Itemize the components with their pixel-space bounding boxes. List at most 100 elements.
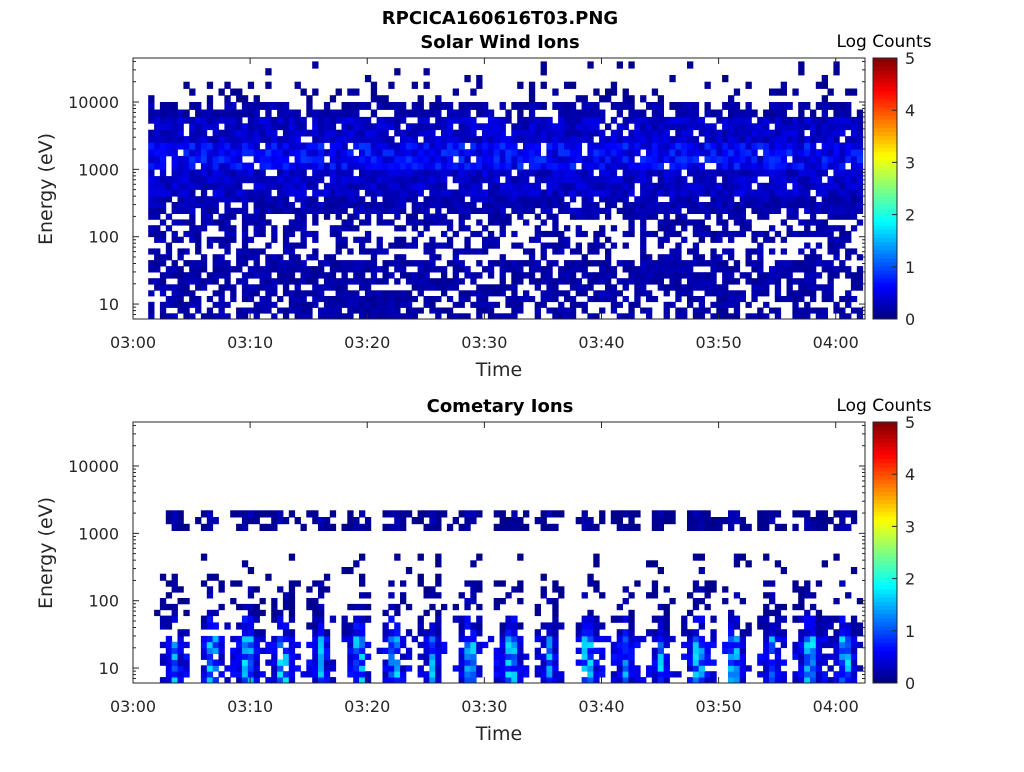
heatmap-cell bbox=[786, 230, 793, 238]
heatmap-cell bbox=[593, 207, 600, 214]
heatmap-cell bbox=[628, 109, 635, 118]
heatmap-cell bbox=[224, 301, 231, 308]
heatmap-cell bbox=[370, 182, 378, 190]
heatmap-cell bbox=[511, 242, 518, 249]
heatmap-cell bbox=[745, 523, 752, 531]
heatmap-cell bbox=[593, 553, 600, 561]
heatmap-cell bbox=[733, 136, 741, 143]
heatmap-cell bbox=[804, 155, 811, 163]
heatmap-cell bbox=[265, 296, 272, 303]
colorbar-segment bbox=[873, 560, 897, 566]
heatmap-cell bbox=[704, 182, 711, 190]
heatmap-cell bbox=[446, 260, 454, 267]
heatmap-cell bbox=[546, 284, 553, 291]
heatmap-cell bbox=[815, 677, 823, 684]
heatmap-cell bbox=[435, 622, 442, 630]
heatmap-cell bbox=[493, 207, 500, 214]
colorbar-segment bbox=[873, 572, 897, 578]
heatmap-cell bbox=[405, 510, 413, 518]
heatmap-cell bbox=[411, 236, 418, 243]
heatmap-cell bbox=[599, 189, 606, 197]
heatmap-cell bbox=[733, 301, 741, 308]
heatmap-cell bbox=[733, 88, 741, 96]
heatmap-cell bbox=[282, 155, 290, 163]
heatmap-cell bbox=[663, 301, 670, 308]
heatmap-cell bbox=[394, 149, 401, 157]
heatmap-cell bbox=[616, 260, 623, 267]
heatmap-cell bbox=[833, 136, 840, 143]
heatmap-cell bbox=[769, 517, 776, 525]
heatmap-cell bbox=[318, 629, 325, 637]
heatmap-cell bbox=[856, 189, 864, 197]
heatmap-cell bbox=[206, 95, 214, 103]
heatmap-cell bbox=[464, 266, 471, 273]
heatmap-cell bbox=[651, 155, 659, 163]
heatmap-cell bbox=[722, 272, 729, 279]
heatmap-cell bbox=[564, 149, 571, 157]
heatmap-cell bbox=[200, 109, 208, 118]
heatmap-cell bbox=[476, 665, 483, 672]
heatmap-cell bbox=[833, 629, 840, 637]
heatmap-cell bbox=[587, 189, 594, 197]
heatmap-cell bbox=[845, 176, 852, 184]
heatmap-cell bbox=[388, 665, 395, 672]
heatmap-cell bbox=[499, 196, 506, 203]
heatmap-cell bbox=[850, 278, 858, 285]
heatmap-cell bbox=[628, 609, 635, 617]
heatmap-cell bbox=[265, 149, 272, 157]
heatmap-cell bbox=[804, 671, 811, 678]
heatmap-cell bbox=[335, 207, 342, 214]
heatmap-cell bbox=[159, 236, 167, 243]
heatmap-cell bbox=[312, 284, 319, 291]
heatmap-cell bbox=[833, 102, 840, 110]
heatmap-cell bbox=[195, 225, 202, 232]
heatmap-cell bbox=[411, 219, 418, 226]
heatmap-cell bbox=[511, 123, 518, 131]
heatmap-cell bbox=[587, 61, 594, 69]
heatmap-cell bbox=[657, 278, 664, 285]
heatmap-cell bbox=[581, 290, 588, 297]
heatmap-cell bbox=[212, 313, 219, 320]
heatmap-cell bbox=[845, 592, 852, 599]
heatmap-cell bbox=[446, 284, 454, 291]
heatmap-cell bbox=[681, 629, 688, 637]
heatmap-cell bbox=[815, 580, 823, 587]
heatmap-cell bbox=[774, 266, 782, 273]
heatmap-cell bbox=[165, 615, 173, 623]
heatmap-cell bbox=[382, 169, 389, 177]
heatmap-cell bbox=[675, 278, 682, 285]
heatmap-cell bbox=[388, 136, 395, 143]
heatmap-cell bbox=[364, 603, 372, 611]
heatmap-cell bbox=[821, 671, 828, 678]
colorbar-segment bbox=[873, 70, 897, 75]
heatmap-cell bbox=[388, 301, 395, 308]
heatmap-cell bbox=[224, 182, 231, 190]
heatmap-cell bbox=[159, 219, 167, 226]
heatmap-cell bbox=[400, 136, 407, 143]
heatmap-cell bbox=[552, 296, 559, 303]
heatmap-cell bbox=[417, 553, 424, 561]
heatmap-cell bbox=[376, 313, 383, 320]
heatmap-cell bbox=[329, 123, 337, 131]
heatmap-cell bbox=[552, 641, 559, 649]
heatmap-cell bbox=[159, 109, 167, 118]
heatmap-cell bbox=[810, 622, 817, 630]
heatmap-cell bbox=[804, 219, 811, 226]
heatmap-cell bbox=[435, 213, 442, 220]
heatmap-cell bbox=[329, 307, 337, 314]
heatmap-cell bbox=[739, 290, 746, 297]
heatmap-cell bbox=[692, 123, 700, 131]
heatmap-cell bbox=[247, 615, 255, 623]
heatmap-cell bbox=[704, 278, 711, 285]
heatmap-cell bbox=[370, 162, 378, 170]
heatmap-cell bbox=[540, 586, 547, 593]
heatmap-cell bbox=[722, 230, 729, 238]
heatmap-cell bbox=[552, 142, 559, 150]
heatmap-cell bbox=[681, 109, 688, 118]
heatmap-cell bbox=[745, 182, 752, 190]
heatmap-cell bbox=[241, 260, 249, 267]
heatmap-cell bbox=[569, 102, 577, 110]
heatmap-cell bbox=[669, 116, 676, 124]
heatmap-cell bbox=[288, 142, 296, 150]
heatmap-cell bbox=[850, 162, 858, 170]
